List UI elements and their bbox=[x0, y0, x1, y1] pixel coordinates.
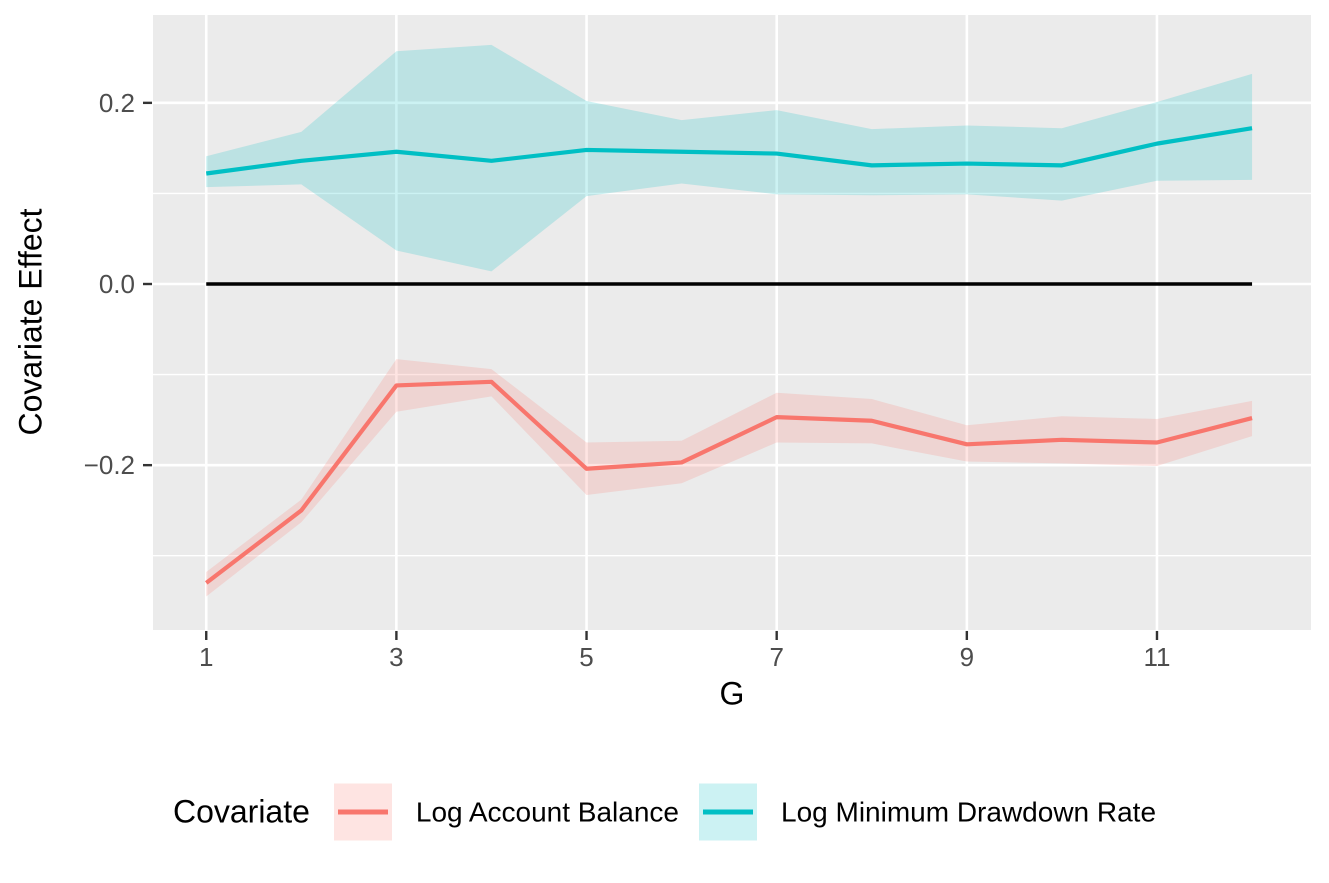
y-tick-label: 0.0 bbox=[99, 269, 135, 299]
x-tick-label: 1 bbox=[199, 642, 213, 672]
x-tick-label: 9 bbox=[960, 642, 974, 672]
legend-key-ribbon-swatch-red bbox=[333, 783, 392, 841]
confidence-ribbon-log-minimum-drawdown-rate bbox=[206, 44, 1253, 272]
legend: Covariate Log Account Balance Log Minimu… bbox=[0, 783, 1329, 841]
legend-item-log-account-balance: Log Account Balance bbox=[333, 783, 679, 841]
legend-key-line-red bbox=[337, 809, 388, 815]
legend-title: Covariate bbox=[172, 793, 310, 830]
x-tick-label: 5 bbox=[579, 642, 593, 672]
plot-panel: 1 3 5 7 9 11 −0.2 0.0 0.2 bbox=[84, 15, 1311, 672]
legend-label-log-minimum-drawdown-rate: Log Minimum Drawdown Rate bbox=[781, 796, 1157, 827]
legend-key-ribbon-swatch-teal bbox=[699, 783, 757, 841]
x-tick-label: 7 bbox=[769, 642, 783, 672]
x-tick-label: 11 bbox=[1143, 642, 1170, 672]
panel-background bbox=[153, 15, 1311, 630]
y-tick-label: −0.2 bbox=[84, 450, 135, 480]
y-axis-title: Covariate Effect bbox=[12, 208, 49, 436]
legend-item-log-minimum-drawdown-rate: Log Minimum Drawdown Rate bbox=[699, 783, 1157, 841]
y-tick-label: 0.2 bbox=[99, 88, 135, 118]
x-tick-label: 3 bbox=[389, 642, 403, 672]
series-line-log-account-balance bbox=[204, 379, 1253, 585]
legend-label-log-account-balance: Log Account Balance bbox=[415, 796, 679, 827]
legend-key-line-teal bbox=[703, 809, 753, 815]
series-line-log-minimum-drawdown-rate bbox=[205, 126, 1253, 176]
x-axis-title: G bbox=[719, 675, 745, 712]
